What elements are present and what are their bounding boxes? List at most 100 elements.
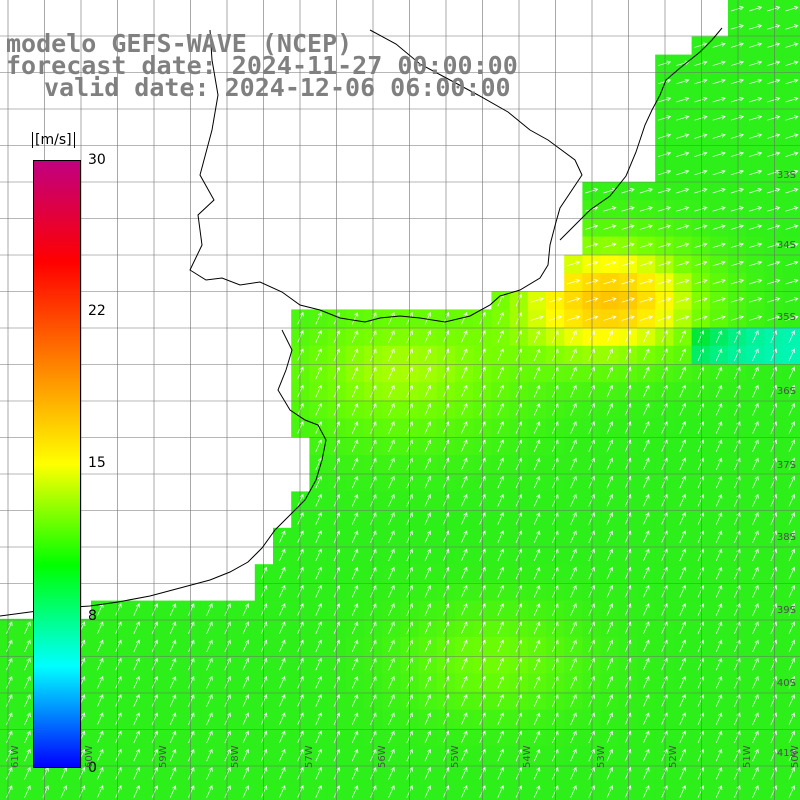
wind-arrow (206, 603, 213, 616)
wind-arrow (770, 457, 777, 471)
wind-arrow (770, 530, 777, 543)
wind-arrow (570, 402, 577, 416)
wind-arrow (603, 260, 617, 267)
wind-arrow (570, 639, 577, 653)
wind-arrow (570, 603, 577, 616)
wind-arrow (461, 566, 468, 580)
wind-arrow (224, 675, 231, 689)
wind-arrow (461, 766, 468, 780)
wind-arrow (388, 366, 395, 380)
wind-arrow (643, 493, 650, 507)
wind-arrow (639, 206, 654, 212)
wind-arrow (752, 348, 759, 361)
wind-arrow (351, 694, 359, 707)
wind-arrow (42, 785, 49, 798)
wind-arrow (639, 260, 654, 267)
wind-arrow (6, 657, 13, 671)
wind-arrow (151, 603, 159, 616)
wind-arrow (585, 297, 599, 303)
wind-arrow (461, 402, 468, 416)
wind-arrow (315, 603, 322, 616)
wind-arrow (188, 675, 195, 689)
wind-arrow (351, 457, 359, 471)
wind-arrow (657, 188, 672, 194)
wind-arrow (785, 206, 799, 212)
wind-arrow (24, 785, 31, 798)
wind-arrow (115, 766, 122, 780)
wind-arrow (169, 675, 177, 689)
wind-arrow (643, 548, 650, 562)
wind-arrow (497, 384, 504, 398)
wind-arrow (730, 42, 745, 48)
wind-arrow (785, 6, 799, 12)
wind-arrow (643, 566, 650, 580)
wind-arrow (6, 694, 13, 707)
coastline-south (0, 329, 327, 617)
wind-arrow (97, 639, 104, 653)
colorbar-tick-0: 0 (88, 760, 97, 776)
wind-arrow (424, 311, 432, 325)
wind-arrow (533, 457, 541, 471)
wind-arrow (679, 330, 686, 343)
wind-arrow (315, 675, 322, 689)
wind-arrow (497, 493, 504, 507)
wind-arrow (78, 785, 86, 798)
wind-arrow (679, 639, 686, 653)
wind-arrow (712, 60, 726, 66)
wind-arrow (315, 330, 322, 343)
lon-label-50W: 50W (790, 745, 800, 768)
wind-arrow (679, 402, 686, 416)
wind-arrow (169, 603, 177, 616)
wind-arrow (388, 748, 395, 762)
wind-arrow (133, 621, 140, 634)
wind-arrow (461, 639, 468, 653)
wind-arrow (752, 694, 759, 707)
wind-arrow (679, 421, 686, 434)
wind-arrow (151, 712, 159, 725)
wind-arrow (242, 694, 250, 707)
wind-arrow (679, 457, 686, 471)
wind-arrow (351, 675, 359, 689)
wind-arrow (533, 421, 541, 434)
wind-arrow (752, 639, 759, 653)
wind-arrow (788, 512, 796, 525)
wind-arrow (351, 493, 359, 507)
colorbar-tick-30: 30 (88, 152, 106, 168)
wind-arrow (315, 566, 322, 580)
wind-arrow (606, 512, 614, 525)
wind-arrow (679, 603, 686, 616)
wind-arrow (767, 224, 781, 230)
wind-arrow (115, 639, 122, 653)
wind-arrow (533, 402, 541, 416)
wind-arrow (351, 421, 359, 434)
wind-arrow (548, 297, 563, 303)
wind-arrow (770, 548, 777, 562)
wind-arrow (570, 584, 577, 598)
wind-arrow (621, 224, 635, 230)
wind-arrow (533, 548, 541, 562)
wind-arrow (497, 330, 504, 343)
wind-arrow (351, 712, 359, 725)
wind-arrow (643, 330, 650, 343)
wind-arrow (785, 315, 799, 321)
wind-arrow (639, 242, 654, 248)
wind-arrow (606, 603, 614, 616)
wind-arrow (606, 530, 614, 543)
wind-arrow (533, 439, 541, 452)
wind-arrow (242, 621, 250, 634)
wind-arrow (206, 657, 213, 671)
wind-arrow (133, 766, 140, 780)
wind-arrow (570, 384, 577, 398)
wind-arrow (133, 730, 140, 744)
wind-arrow (497, 730, 504, 744)
wind-arrow (788, 384, 796, 398)
wind-arrow (748, 260, 763, 267)
wind-arrow (715, 530, 723, 543)
wind-arrow (315, 584, 322, 598)
lon-label-55W: 55W (450, 745, 461, 768)
lon-label-52W: 52W (668, 745, 679, 768)
wind-arrow (730, 133, 745, 139)
wind-arrow (497, 566, 504, 580)
lon-label-59W: 59W (158, 745, 169, 768)
wind-arrow (606, 748, 614, 762)
